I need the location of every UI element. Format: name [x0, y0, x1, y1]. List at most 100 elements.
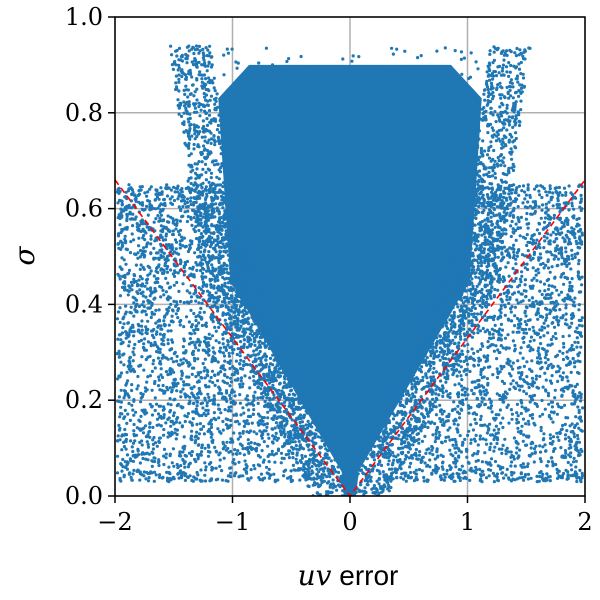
data-point — [483, 278, 488, 282]
data-point — [268, 323, 272, 328]
data-point — [224, 479, 228, 483]
data-point — [266, 444, 270, 448]
data-point — [450, 274, 455, 278]
data-point — [122, 322, 126, 326]
data-point — [171, 217, 175, 221]
data-point — [521, 336, 525, 340]
data-point — [125, 217, 129, 221]
data-point — [402, 416, 406, 421]
data-point — [561, 271, 566, 275]
data-point — [236, 371, 240, 375]
data-point — [200, 258, 204, 262]
data-point — [197, 380, 201, 384]
data-point — [216, 360, 220, 364]
data-point — [138, 255, 142, 259]
data-point — [223, 368, 227, 372]
data-point — [543, 289, 547, 293]
data-point — [441, 394, 445, 398]
data-point — [163, 261, 167, 265]
data-point — [579, 197, 584, 201]
data-point — [204, 465, 208, 469]
data-point — [543, 216, 548, 220]
data-point — [431, 327, 435, 331]
data-point — [431, 397, 435, 401]
data-point — [544, 226, 548, 230]
data-point — [531, 394, 535, 398]
data-point — [539, 429, 543, 433]
data-point — [180, 406, 184, 410]
data-point — [166, 435, 170, 439]
data-point — [476, 378, 480, 383]
data-point — [189, 434, 194, 438]
data-point — [459, 337, 463, 341]
data-point — [483, 451, 487, 455]
data-point — [187, 320, 191, 324]
data-point — [522, 331, 526, 335]
data-point — [515, 381, 519, 385]
data-point — [570, 321, 574, 325]
data-point — [571, 195, 576, 200]
data-point — [458, 434, 462, 438]
data-point — [147, 476, 151, 480]
data-point — [225, 440, 229, 444]
data-point — [542, 266, 546, 270]
data-point — [526, 419, 531, 423]
data-point — [493, 329, 497, 333]
data-point — [475, 468, 479, 472]
data-point — [132, 398, 136, 402]
data-point — [539, 216, 543, 220]
data-point — [477, 383, 481, 387]
data-point — [573, 296, 577, 300]
data-point — [518, 234, 522, 238]
data-point — [226, 339, 230, 343]
data-point — [182, 236, 186, 240]
data-point — [262, 324, 266, 328]
data-point — [217, 407, 221, 411]
data-point — [466, 349, 470, 354]
data-point — [527, 327, 532, 331]
data-point — [177, 233, 181, 237]
data-point — [118, 320, 122, 325]
data-point — [480, 396, 484, 400]
data-point — [130, 232, 134, 236]
data-point — [572, 402, 577, 406]
data-point — [248, 363, 252, 367]
data-point — [252, 408, 256, 412]
data-point — [229, 449, 233, 454]
data-point — [579, 227, 583, 232]
data-point — [331, 478, 335, 482]
data-point — [479, 477, 483, 481]
data-point — [479, 372, 483, 377]
data-point — [220, 478, 225, 482]
data-point — [131, 454, 135, 458]
data-point — [514, 222, 518, 226]
data-point — [466, 433, 470, 437]
data-point — [124, 330, 128, 334]
data-point — [551, 191, 555, 195]
data-point — [510, 292, 515, 296]
data-point — [491, 471, 495, 475]
data-point — [540, 292, 544, 297]
data-point — [528, 339, 532, 343]
data-point — [264, 465, 269, 469]
data-point — [218, 370, 223, 374]
data-point — [535, 356, 540, 360]
data-point — [155, 345, 160, 349]
data-point — [234, 471, 238, 475]
data-point — [453, 437, 457, 442]
data-point — [532, 338, 536, 342]
data-point — [493, 445, 497, 449]
data-point — [576, 271, 581, 275]
data-point — [427, 420, 431, 424]
data-point — [120, 199, 124, 203]
data-point — [120, 209, 124, 213]
data-point — [390, 467, 394, 471]
data-point — [124, 310, 128, 314]
data-point — [170, 314, 174, 318]
data-point — [286, 430, 290, 434]
data-point — [223, 373, 227, 378]
data-point — [541, 203, 545, 207]
data-point — [446, 287, 450, 291]
data-point — [495, 357, 499, 361]
data-point — [562, 341, 566, 346]
